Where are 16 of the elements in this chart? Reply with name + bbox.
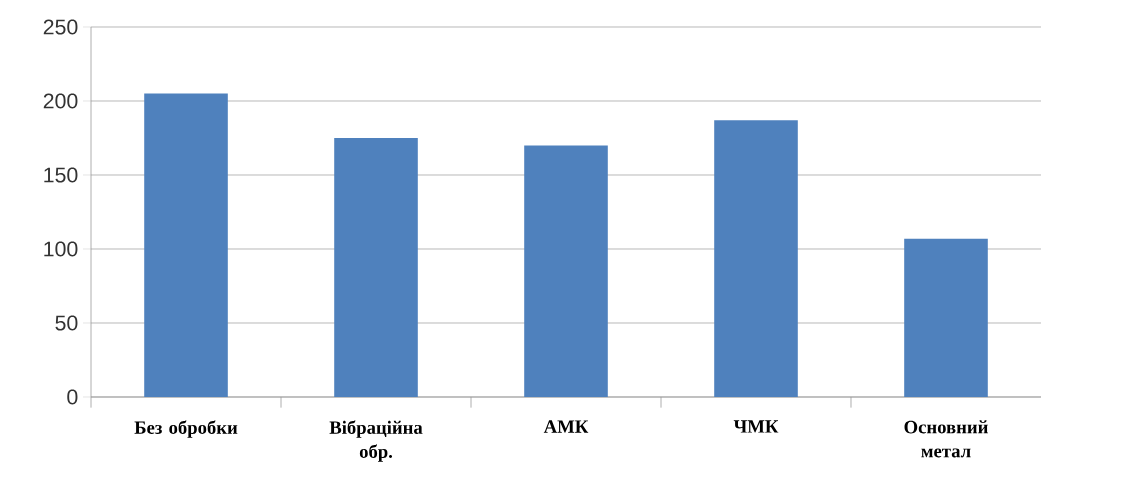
bar xyxy=(714,120,798,397)
x-tick-label: Основний метал xyxy=(904,420,988,458)
x-tick-label: АМК xyxy=(543,420,589,433)
y-tick-label: 100 xyxy=(44,241,78,257)
bar xyxy=(334,137,418,397)
y-tick-label: 0 xyxy=(67,389,78,405)
y-tick-label: 50 xyxy=(55,315,78,331)
y-tick-label: 250 xyxy=(43,19,78,35)
bar xyxy=(144,93,228,397)
y-tick-label: 200 xyxy=(43,93,78,109)
bar xyxy=(524,145,608,397)
x-tick-label: Без обробки xyxy=(134,420,238,438)
y-tick-label: 150 xyxy=(44,167,78,183)
bar xyxy=(904,238,988,397)
x-tick-label: ЧМК xyxy=(733,420,779,433)
x-tick-label: Вібраційна обр. xyxy=(329,420,423,462)
